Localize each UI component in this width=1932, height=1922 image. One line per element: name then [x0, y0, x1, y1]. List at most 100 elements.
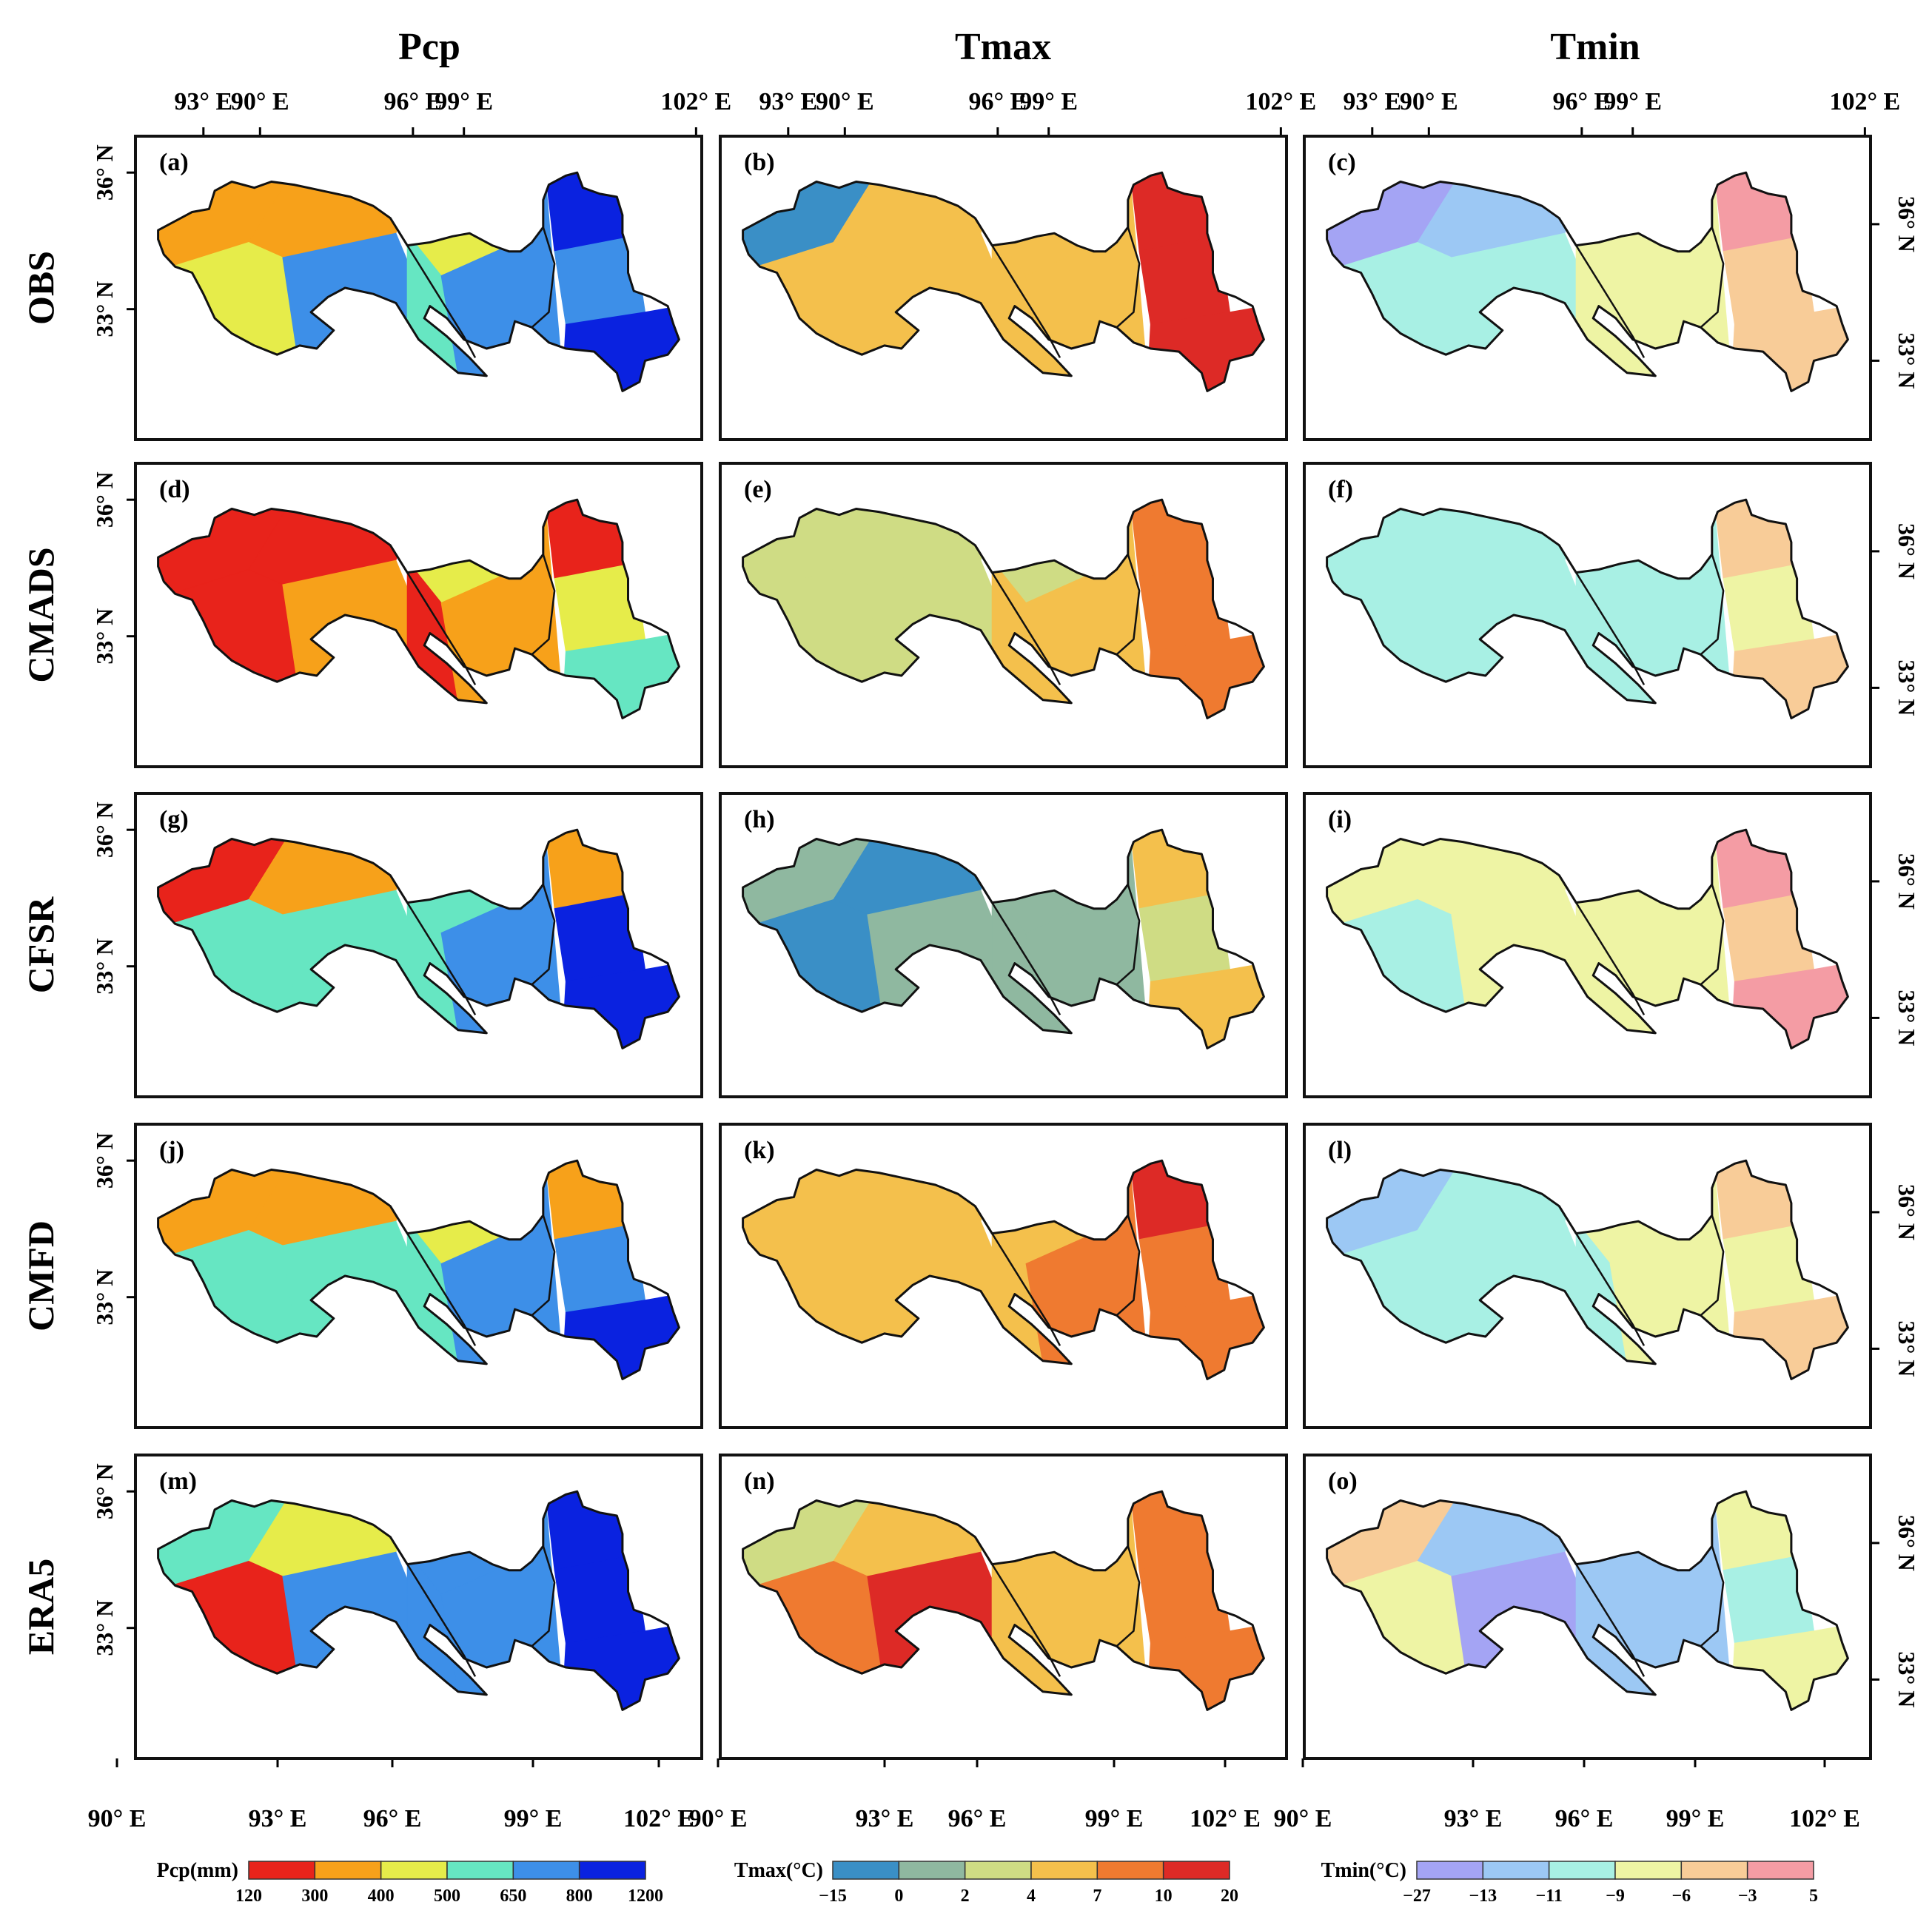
left-latitude-tick-label: 33° N [91, 938, 118, 995]
sub-basin-boundary [1116, 554, 1141, 656]
panel-label: (l) [1328, 1137, 1352, 1164]
row-title: ERA5 [20, 1559, 61, 1656]
right-latitude-tick-label: 36° N [1894, 196, 1920, 252]
panel-label: (k) [744, 1137, 775, 1164]
top-longitude-tick-label: 99° E [1603, 88, 1662, 115]
row-title: OBS [20, 251, 61, 325]
bottom-longitude-tick-label: 102° E [623, 1805, 694, 1832]
sub-basin-boundary [1700, 884, 1725, 986]
legend-break-label: −3 [1738, 1886, 1757, 1906]
basin-outline [1326, 498, 1849, 719]
legend-swatch [964, 1861, 1032, 1880]
right-latitude-tick-label: 36° N [1894, 1515, 1920, 1571]
map-panel: (l) 36° N 33° N [1303, 1123, 1920, 1429]
bottom-longitude-tick-label: 96° E [1555, 1805, 1614, 1832]
top-longitude-tick-label: 90° E [231, 88, 289, 115]
color-legend: Pcp(mm) 120 300 400 500 650 800 1200 [157, 1859, 663, 1906]
legend-break-label: 10 [1155, 1886, 1173, 1906]
legend-swatch [1746, 1861, 1814, 1880]
legend-break-label: 1200 [628, 1886, 663, 1906]
bottom-longitude-tick-label: 93° E [1444, 1805, 1503, 1832]
top-longitude-tick-label: 93° E [759, 88, 817, 115]
panel-label: (n) [744, 1468, 775, 1495]
top-longitude-tick-label: 96° E [383, 88, 442, 115]
basin-outline [157, 498, 680, 719]
legend-break-label: 20 [1221, 1886, 1238, 1906]
legend-swatch [1482, 1861, 1550, 1880]
row-title: CFSR [20, 896, 61, 993]
legend-swatch [1162, 1861, 1230, 1880]
basin-outline [742, 171, 1265, 392]
panel-label: (e) [744, 476, 772, 503]
legend-swatch [898, 1861, 966, 1880]
map-region-9 [1144, 302, 1264, 392]
panel-label: (j) [159, 1137, 184, 1164]
basin-outline [1326, 1490, 1849, 1711]
basin-outline [742, 1159, 1265, 1380]
map-region-9 [1144, 959, 1264, 1049]
legend-swatch [248, 1861, 316, 1880]
legend-swatch [1680, 1861, 1748, 1880]
sub-basin-boundary [1575, 571, 1646, 685]
legend-break-label: 500 [434, 1886, 460, 1906]
panel-label: (i) [1328, 806, 1352, 833]
legend-break-label: 7 [1093, 1886, 1101, 1906]
top-longitude-tick-label: 90° E [816, 88, 874, 115]
sub-basin-boundary [531, 226, 556, 329]
map-panel: (n) [719, 1454, 1288, 1760]
left-latitude-tick-label: 33° N [91, 1600, 118, 1656]
legend-swatch [832, 1861, 900, 1880]
map-region-9 [560, 302, 680, 392]
sub-basin-boundary [406, 244, 477, 358]
panel-label: (a) [159, 149, 189, 176]
bottom-longitude-tick-label: 99° E [1085, 1805, 1144, 1832]
legend-title: Pcp(mm) [157, 1859, 238, 1882]
legend-swatch [1030, 1861, 1099, 1880]
legend-title: Tmax(°C) [734, 1859, 823, 1882]
panel-label: (d) [159, 476, 190, 503]
left-latitude-tick-label: 36° N [91, 1132, 118, 1189]
legend-swatch [1614, 1861, 1683, 1880]
map-panel: (j) 36° N 33° N [91, 1123, 703, 1429]
panel-label: (g) [159, 806, 189, 833]
sub-basin-boundary [991, 571, 1061, 685]
sub-basin-boundary [991, 1563, 1061, 1677]
legend-break-label: 300 [301, 1886, 328, 1906]
bottom-longitude-tick-label: 90° E [1274, 1805, 1332, 1832]
legend-break-label: −9 [1606, 1886, 1625, 1906]
legend-break-label: 4 [1027, 1886, 1036, 1906]
panel-label: (b) [744, 149, 775, 176]
legend-break-label: −11 [1535, 1886, 1562, 1906]
color-legend: Tmax(°C) −15 0 2 4 7 10 20 [734, 1859, 1238, 1906]
panel-label: (m) [159, 1468, 197, 1495]
legend-swatch [1416, 1861, 1484, 1880]
legend-break-label: −6 [1671, 1886, 1691, 1906]
bottom-longitude-tick-label: 99° E [1666, 1805, 1725, 1832]
bottom-longitude-tick-label: 90° E [88, 1805, 147, 1832]
map-region-9 [560, 1290, 680, 1380]
sub-basin-boundary [1575, 1232, 1646, 1346]
map-region-9 [560, 1621, 680, 1710]
map-panel: (m) 36° N 33° N [91, 1454, 703, 1760]
bottom-longitude-tick-label: 99° E [504, 1805, 563, 1832]
map-region-9 [1728, 1621, 1848, 1710]
bottom-longitude-tick-label: 96° E [948, 1805, 1007, 1832]
top-longitude-tick-label: 99° E [435, 88, 493, 115]
right-latitude-tick-label: 36° N [1894, 1184, 1920, 1240]
legend-break-label: −13 [1469, 1886, 1497, 1906]
top-longitude-tick-label: 102° E [1829, 88, 1900, 115]
basin-outline [742, 1490, 1265, 1711]
map-panel: (g) 36° N 33° N [91, 792, 703, 1098]
map-panel: (i) 36° N 33° N [1303, 792, 1920, 1098]
panel-label: (f) [1328, 476, 1353, 503]
legend-swatch [314, 1861, 382, 1880]
left-latitude-tick-label: 33° N [91, 281, 118, 337]
sub-basin-boundary [1116, 1545, 1141, 1647]
sub-basin-boundary [406, 571, 477, 685]
top-longitude-tick-label: 96° E [1552, 88, 1611, 115]
sub-basin-boundary [531, 554, 556, 656]
basin-outline [1326, 1159, 1849, 1380]
legend-swatch [1548, 1861, 1616, 1880]
legend-break-label: −15 [819, 1886, 847, 1906]
sub-basin-boundary [1700, 1545, 1725, 1647]
